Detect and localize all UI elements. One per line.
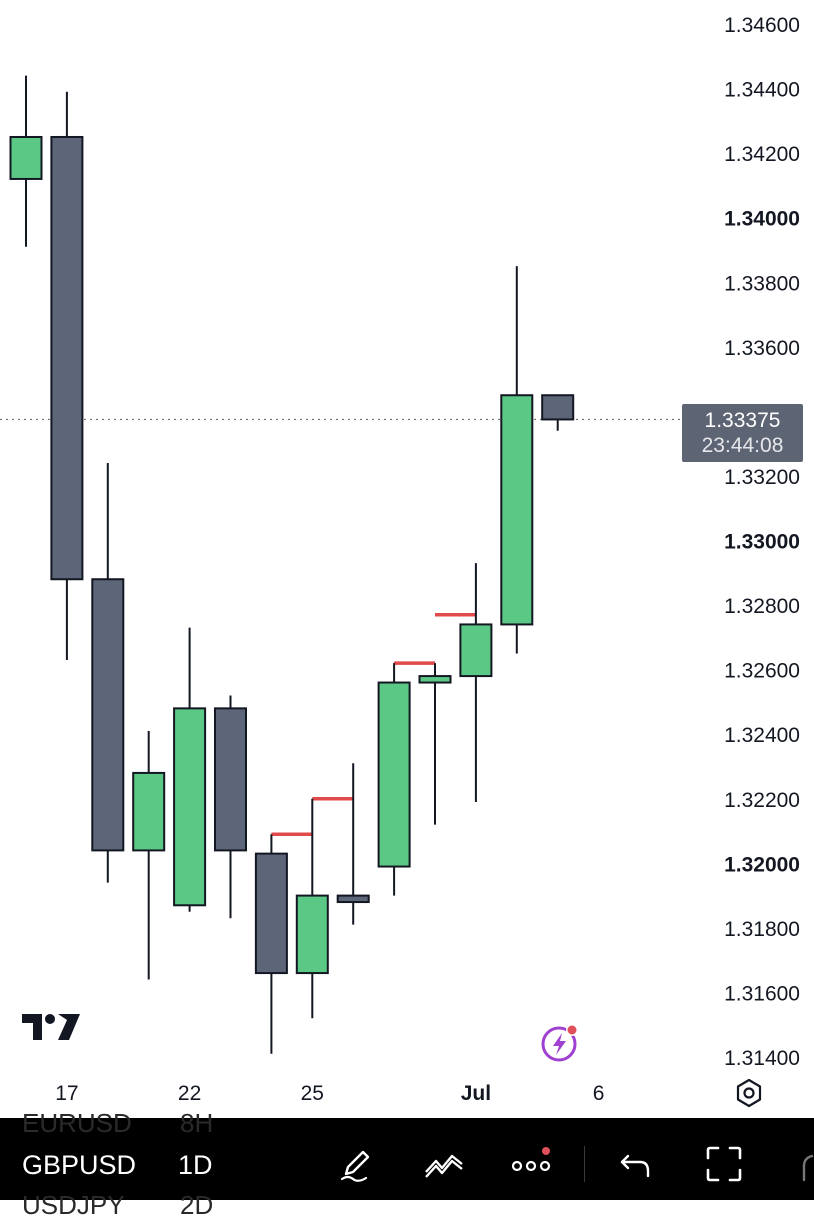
y-tick-label: 1.33000 [724, 531, 800, 554]
candle[interactable] [500, 266, 534, 654]
y-tick-label: 1.34000 [724, 208, 800, 231]
candle-body [377, 681, 411, 868]
y-tick-label: 1.32000 [724, 853, 800, 876]
symbol-selector[interactable]: GBPUSD [22, 1150, 137, 1180]
candle-body [541, 394, 575, 421]
candlestick-chart[interactable]: 1.34600 1.34400 1.34200 1.34000 1.33800 1.336… [0, 0, 814, 1118]
candle-body [132, 771, 166, 852]
candle-body [214, 707, 247, 852]
y-tick-label: 1.32400 [724, 724, 800, 747]
ghost-symbol-below: USDJPY [22, 1190, 125, 1220]
candle-body [91, 578, 125, 852]
candle-body [295, 894, 329, 975]
candle-body [50, 135, 84, 581]
y-tick-label: 1.33800 [724, 272, 800, 295]
candle[interactable] [541, 394, 575, 431]
y-tick-label: 1.32800 [724, 595, 800, 618]
cropped-edge-icon [802, 1154, 814, 1182]
x-tick-label: Jul [461, 1082, 491, 1105]
chart-settings-icon[interactable] [734, 1078, 764, 1108]
flash-alert-icon[interactable] [540, 1022, 582, 1064]
candle[interactable] [459, 563, 493, 802]
x-tick-label: 22 [178, 1082, 201, 1105]
pen-icon[interactable] [336, 1144, 376, 1184]
ghost-interval-above: 8H [180, 1108, 214, 1138]
ghost-interval-below: 2D [180, 1190, 214, 1220]
current-price-label: 1.33375 23:44:08 [682, 404, 803, 462]
y-tick-label: 1.34200 [724, 143, 800, 166]
candle[interactable] [214, 695, 247, 919]
candle-body [459, 623, 493, 678]
candle[interactable] [173, 627, 207, 912]
more-icon[interactable] [510, 1144, 556, 1184]
candle[interactable] [418, 663, 452, 825]
y-tick-label: 1.33200 [724, 466, 800, 489]
y-tick-label: 1.34600 [724, 14, 800, 37]
fullscreen-icon[interactable] [704, 1144, 744, 1184]
candle[interactable] [50, 91, 84, 660]
tradingview-logo-icon [22, 1014, 80, 1040]
indicators-icon[interactable] [424, 1144, 464, 1184]
candle[interactable] [377, 663, 411, 896]
y-tick-label: 1.31600 [724, 982, 800, 1005]
y-tick-label: 1.33600 [724, 337, 800, 360]
y-tick-label: 1.31800 [724, 918, 800, 941]
candle-body [254, 852, 288, 975]
candle[interactable] [336, 763, 370, 925]
y-tick-label: 1.32200 [724, 789, 800, 812]
x-tick-label: 6 [593, 1082, 605, 1105]
candle[interactable] [9, 75, 43, 247]
y-tick-label: 1.31400 [724, 1047, 800, 1070]
candle-body [418, 675, 452, 684]
interval-selector[interactable]: 1D [178, 1150, 213, 1180]
candle[interactable] [132, 730, 166, 980]
y-tick-label: 1.32600 [724, 660, 800, 683]
undo-icon[interactable] [616, 1144, 656, 1184]
current-price-value: 1.33375 [704, 409, 781, 432]
y-tick-label: 1.34400 [724, 79, 800, 102]
candle[interactable] [91, 463, 125, 883]
ghost-symbol-above: EURUSD [22, 1108, 132, 1138]
toolbar-divider [584, 1146, 585, 1182]
candle-body [336, 894, 370, 904]
chart-area[interactable]: 1.34600 1.34400 1.34200 1.34000 1.33800 1.336… [0, 0, 814, 1118]
candle-body [173, 707, 207, 907]
candle[interactable] [295, 798, 329, 1019]
x-tick-label: 25 [301, 1082, 324, 1105]
candle-body [9, 135, 43, 180]
bar-countdown: 23:44:08 [701, 434, 784, 457]
x-tick-label: 17 [55, 1082, 78, 1105]
candle[interactable] [254, 834, 288, 1054]
candle-body [500, 394, 534, 626]
